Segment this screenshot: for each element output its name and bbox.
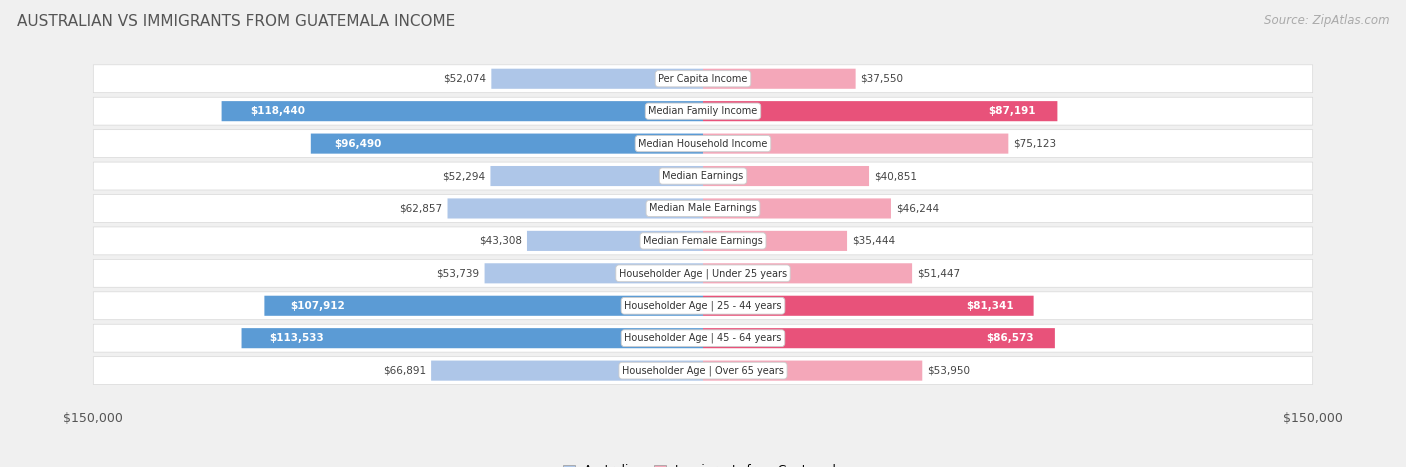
FancyBboxPatch shape: [703, 361, 922, 381]
FancyBboxPatch shape: [491, 166, 703, 186]
Text: $43,308: $43,308: [479, 236, 522, 246]
FancyBboxPatch shape: [93, 195, 1313, 222]
Text: $96,490: $96,490: [335, 139, 381, 149]
FancyBboxPatch shape: [491, 69, 703, 89]
Text: Median Female Earnings: Median Female Earnings: [643, 236, 763, 246]
Text: $35,444: $35,444: [852, 236, 896, 246]
Text: $51,447: $51,447: [917, 269, 960, 278]
Text: AUSTRALIAN VS IMMIGRANTS FROM GUATEMALA INCOME: AUSTRALIAN VS IMMIGRANTS FROM GUATEMALA …: [17, 14, 456, 29]
FancyBboxPatch shape: [93, 227, 1313, 255]
FancyBboxPatch shape: [703, 198, 891, 219]
Text: $118,440: $118,440: [250, 106, 305, 116]
FancyBboxPatch shape: [703, 101, 1057, 121]
Text: Source: ZipAtlas.com: Source: ZipAtlas.com: [1264, 14, 1389, 27]
FancyBboxPatch shape: [242, 328, 703, 348]
Text: Median Family Income: Median Family Income: [648, 106, 758, 116]
FancyBboxPatch shape: [527, 231, 703, 251]
Text: $53,950: $53,950: [927, 366, 970, 375]
FancyBboxPatch shape: [264, 296, 703, 316]
FancyBboxPatch shape: [93, 259, 1313, 287]
Text: Householder Age | 25 - 44 years: Householder Age | 25 - 44 years: [624, 300, 782, 311]
Text: $87,191: $87,191: [988, 106, 1036, 116]
Text: $52,294: $52,294: [443, 171, 485, 181]
Text: $40,851: $40,851: [875, 171, 917, 181]
Text: Householder Age | Under 25 years: Householder Age | Under 25 years: [619, 268, 787, 279]
FancyBboxPatch shape: [703, 166, 869, 186]
Text: $81,341: $81,341: [966, 301, 1014, 311]
Text: $37,550: $37,550: [860, 74, 904, 84]
Text: $53,739: $53,739: [437, 269, 479, 278]
FancyBboxPatch shape: [93, 324, 1313, 352]
Text: $75,123: $75,123: [1014, 139, 1056, 149]
Text: $86,573: $86,573: [986, 333, 1033, 343]
Text: $107,912: $107,912: [291, 301, 346, 311]
FancyBboxPatch shape: [93, 97, 1313, 125]
FancyBboxPatch shape: [311, 134, 703, 154]
Text: Median Household Income: Median Household Income: [638, 139, 768, 149]
FancyBboxPatch shape: [447, 198, 703, 219]
Text: $46,244: $46,244: [896, 204, 939, 213]
Text: Median Earnings: Median Earnings: [662, 171, 744, 181]
FancyBboxPatch shape: [703, 134, 1008, 154]
Text: Median Male Earnings: Median Male Earnings: [650, 204, 756, 213]
Text: Per Capita Income: Per Capita Income: [658, 74, 748, 84]
FancyBboxPatch shape: [93, 162, 1313, 190]
FancyBboxPatch shape: [93, 357, 1313, 384]
Text: $52,074: $52,074: [443, 74, 486, 84]
FancyBboxPatch shape: [93, 292, 1313, 320]
FancyBboxPatch shape: [703, 263, 912, 283]
FancyBboxPatch shape: [222, 101, 703, 121]
Legend: Australian, Immigrants from Guatemala: Australian, Immigrants from Guatemala: [562, 465, 844, 467]
Text: $66,891: $66,891: [382, 366, 426, 375]
FancyBboxPatch shape: [703, 328, 1054, 348]
FancyBboxPatch shape: [485, 263, 703, 283]
FancyBboxPatch shape: [432, 361, 703, 381]
Text: Householder Age | Over 65 years: Householder Age | Over 65 years: [621, 365, 785, 376]
Text: Householder Age | 45 - 64 years: Householder Age | 45 - 64 years: [624, 333, 782, 343]
Text: $113,533: $113,533: [269, 333, 323, 343]
FancyBboxPatch shape: [93, 130, 1313, 157]
FancyBboxPatch shape: [703, 296, 1033, 316]
FancyBboxPatch shape: [703, 231, 846, 251]
FancyBboxPatch shape: [703, 69, 856, 89]
FancyBboxPatch shape: [93, 65, 1313, 92]
Text: $62,857: $62,857: [399, 204, 443, 213]
